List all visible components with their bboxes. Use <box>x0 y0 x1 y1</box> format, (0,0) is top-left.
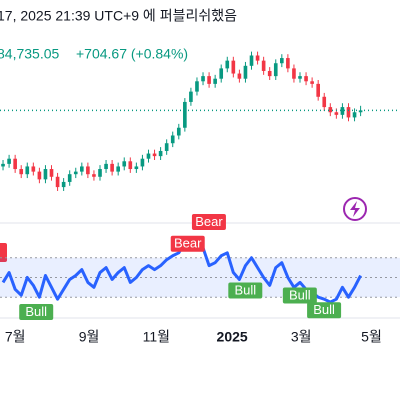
candle-body <box>358 110 363 113</box>
candle-body <box>1 163 5 167</box>
signal-bull: Bull <box>307 302 342 319</box>
candle-body <box>116 166 120 172</box>
candle-body <box>273 63 278 77</box>
x-tick-label: 11월 <box>143 329 170 345</box>
candle-body <box>207 76 211 84</box>
candle-body <box>237 73 242 79</box>
candle-body <box>49 169 54 177</box>
signal-box <box>170 235 205 252</box>
candle-body <box>261 60 266 71</box>
x-tick-label: 5월 <box>361 329 382 345</box>
candle-body <box>110 163 114 172</box>
candle-body <box>37 171 42 180</box>
price-change: +704.67 (+0.84%) <box>76 46 188 62</box>
candle-body <box>164 143 169 151</box>
candle-body <box>134 166 139 170</box>
signal-tag-partial <box>0 243 7 262</box>
signal-label: Bull <box>234 282 256 297</box>
signal-box <box>228 282 263 299</box>
candle-body <box>31 166 36 172</box>
signal-box <box>282 287 317 304</box>
signal-bull: Bull <box>19 304 54 320</box>
candle-body <box>225 60 230 69</box>
candle-body <box>316 83 320 97</box>
candle-body <box>286 58 290 69</box>
candle-body <box>104 163 108 170</box>
candle-body <box>176 127 181 136</box>
candle-body <box>346 107 351 118</box>
signal-box <box>191 213 226 230</box>
candle-body <box>201 76 205 82</box>
candle-body <box>73 171 78 175</box>
signal-bear: Bear <box>191 213 226 230</box>
candle-body <box>128 161 133 170</box>
candle-body <box>243 65 248 79</box>
signal-bull: Bull <box>282 287 317 304</box>
candle-body <box>55 176 60 188</box>
signal-label: Bull <box>25 304 47 319</box>
candle-body <box>292 68 296 79</box>
candle-body <box>92 174 96 177</box>
alert-icon <box>350 201 360 217</box>
candle-body <box>219 68 224 79</box>
candle-body <box>231 60 236 74</box>
candle-body <box>280 58 284 64</box>
candle-body <box>255 55 260 61</box>
candle-body <box>249 55 254 66</box>
candle-body <box>170 135 175 144</box>
candle-body <box>122 161 127 167</box>
x-tick-label: 3월 <box>291 329 312 345</box>
x-tick-label: 9월 <box>79 329 100 345</box>
published-time: 17, 2025 21:39 UTC+9 에 퍼블리쉬했음 <box>0 8 237 24</box>
candle-body <box>61 181 66 188</box>
candle-body <box>189 91 193 102</box>
candle-body <box>146 153 151 159</box>
candle-body <box>267 70 272 77</box>
candle-body <box>352 112 357 118</box>
alert-circle <box>343 197 367 221</box>
candle-body <box>67 174 72 182</box>
signal-box <box>307 302 342 319</box>
candle-body <box>43 169 48 180</box>
signal-label: Bear <box>174 236 202 251</box>
signal-bear: Bear <box>170 235 205 252</box>
candle-body <box>86 166 90 175</box>
candle-body <box>310 81 314 84</box>
candle-body <box>19 169 24 175</box>
candle-body <box>328 107 333 113</box>
signal-label: Bull <box>313 302 335 317</box>
candle-body <box>13 158 17 170</box>
candle-body <box>152 153 157 157</box>
signal-label: Bull <box>289 287 311 302</box>
candle-body <box>334 112 339 115</box>
candle-body <box>183 101 187 128</box>
candle-body <box>213 78 217 84</box>
candle-body <box>25 166 30 175</box>
candle-body <box>304 76 308 82</box>
candle-body <box>195 81 199 92</box>
x-tick-label: 2025 <box>217 329 248 345</box>
candle-body <box>298 76 302 79</box>
signal-bull: Bull <box>228 282 263 299</box>
candle-body <box>158 150 163 157</box>
x-tick-label: 7월 <box>5 329 26 345</box>
candle-body <box>98 169 102 177</box>
candle-body <box>80 166 84 172</box>
candle-body <box>7 158 11 164</box>
candle-body <box>340 107 345 115</box>
last-price: 84,735.05 <box>0 46 59 62</box>
signal-box <box>19 304 54 320</box>
signal-label: Bear <box>195 214 223 229</box>
candle-body <box>140 158 145 167</box>
alert-button[interactable] <box>343 197 367 221</box>
candle-body <box>322 96 327 108</box>
